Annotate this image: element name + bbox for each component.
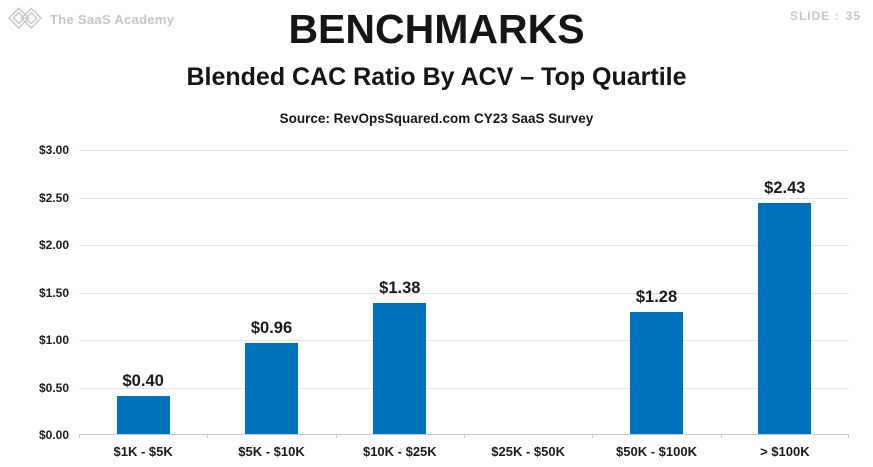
y-axis-tick-label: $2.00 <box>38 238 69 252</box>
gridline <box>79 197 849 199</box>
bar-rect <box>758 203 812 434</box>
bar-data-label: $0.40 <box>122 372 164 390</box>
y-axis-tick-label: $0.00 <box>38 428 69 442</box>
x-axis-category-label: $5K - $10K <box>238 444 305 459</box>
x-axis-tick <box>79 434 80 438</box>
gridline <box>79 387 849 389</box>
bar: $0.40 <box>116 372 170 434</box>
slide-number-label: SLIDE : <box>789 9 840 23</box>
bar-rect <box>373 302 427 434</box>
bar-rect <box>245 342 298 434</box>
y-axis-tick-label: $0.50 <box>38 380 69 395</box>
chart-title: Blended CAC Ratio By ACV – Top Quartile <box>186 63 687 91</box>
x-axis-tick <box>720 434 722 438</box>
bar: $0.96 <box>245 319 298 434</box>
x-axis-category-label: $10K - $25K <box>362 444 437 459</box>
x-axis-tick <box>848 434 849 438</box>
source-note: Source: RevOpsSquared.com CY23 SaaS Surv… <box>279 111 594 126</box>
brand: The SaaS Academy <box>8 5 174 33</box>
x-axis-tick <box>207 434 209 438</box>
bar: $1.28 <box>630 288 683 434</box>
x-axis-category-label: > $100K <box>760 444 810 459</box>
bar: $1.38 <box>373 279 427 434</box>
saas-academy-logo-icon <box>8 7 42 29</box>
slide-number-value: 35 <box>845 9 861 23</box>
y-axis-tick-label: $3.00 <box>38 143 69 157</box>
bar-data-label: $1.38 <box>379 278 421 297</box>
gridline <box>79 245 849 246</box>
slide-number: SLIDE : 35 <box>790 9 861 23</box>
x-axis-tick <box>464 434 465 438</box>
page-title: BENCHMARKS <box>288 6 585 52</box>
bar-rect <box>630 312 683 434</box>
x-axis-tick <box>592 434 594 438</box>
gridline <box>79 150 849 151</box>
gridline <box>79 292 849 294</box>
y-axis-tick-label: $1.50 <box>38 285 69 300</box>
bar-rect <box>116 396 170 434</box>
y-axis-tick-label: $1.00 <box>38 333 69 347</box>
x-axis-category-label: $25K - $50K <box>491 444 566 459</box>
x-axis-category-label: $1K - $5K <box>113 444 173 459</box>
bar-data-label: $1.28 <box>635 288 678 307</box>
bar: $2.43 <box>758 179 812 434</box>
bar-data-label: $0.96 <box>250 318 293 337</box>
plot-area: $1K - $5K $0.40 $5K - $10K $0.96 $10K - $25K… <box>79 150 849 459</box>
gridline <box>79 340 849 341</box>
bar-data-label: $2.43 <box>764 179 806 198</box>
x-axis-category-label: $50K - $100K <box>616 444 697 459</box>
y-axis-tick-label: $2.50 <box>38 190 69 205</box>
brand-name: The SaaS Academy <box>50 11 175 27</box>
x-axis-tick <box>335 434 337 438</box>
